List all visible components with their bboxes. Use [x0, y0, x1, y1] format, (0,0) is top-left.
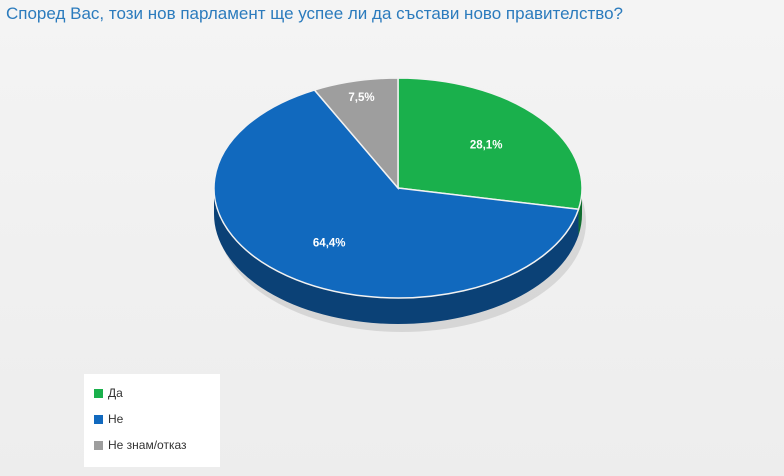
- legend-label: Не знам/отказ: [108, 438, 187, 452]
- legend-swatch: [94, 388, 103, 398]
- pie-slice: [213, 89, 580, 299]
- pie-slice: [313, 77, 399, 191]
- pie-slice: [397, 77, 583, 211]
- legend-label: Не: [108, 412, 124, 426]
- legend-swatch: [94, 414, 103, 424]
- legend: Да Не Не знам/отказ: [84, 374, 220, 467]
- data-label: 28,1%: [470, 140, 503, 152]
- data-label: 64,4%: [313, 237, 346, 249]
- legend-label: Да: [108, 386, 123, 400]
- pie-slice-side: [214, 188, 579, 324]
- data-label: 7,5%: [348, 92, 374, 104]
- legend-item-yes: Да: [94, 384, 123, 402]
- legend-swatch: [94, 440, 103, 450]
- legend-item-no: Не: [94, 410, 123, 428]
- legend-item-dont-know: Не знам/отказ: [94, 436, 187, 454]
- chart-title: Според Вас, този нов парламент ще успее …: [6, 4, 623, 23]
